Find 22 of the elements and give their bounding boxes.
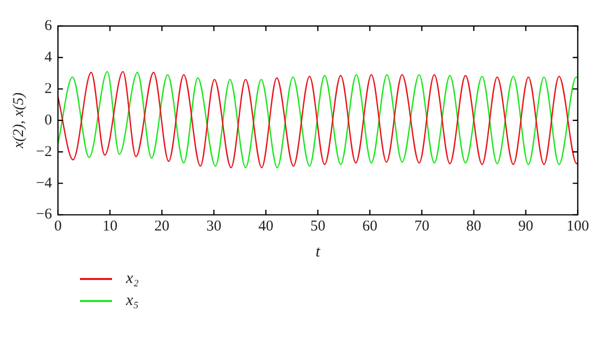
line-series <box>58 70 578 168</box>
x-tick-label: 60 <box>362 218 378 235</box>
x-tick-label: 90 <box>518 218 534 235</box>
legend-label: x₅ <box>126 292 139 310</box>
y-tick-label: 0 <box>44 112 52 128</box>
y-tick-label: 4 <box>44 49 52 66</box>
y-axis-title: x(2), x(5) <box>10 92 27 150</box>
legend-label: x₂ <box>126 270 139 288</box>
x-tick-label: 80 <box>466 218 482 235</box>
x-axis-title: t <box>316 244 321 261</box>
y-tick-label: 6 <box>44 18 52 34</box>
y-tick-label: −2 <box>36 144 52 160</box>
y-tick-label: −4 <box>36 175 52 192</box>
x-tick-label: 20 <box>154 218 170 235</box>
y-tick-label: 2 <box>44 80 52 97</box>
x-tick-label: 30 <box>206 218 222 235</box>
x-tick-label: 40 <box>258 218 274 235</box>
x-tick-label: 100 <box>566 218 589 235</box>
x-tick-label: 70 <box>414 218 430 235</box>
x-tick-label: 10 <box>102 218 118 235</box>
x-tick-label: 50 <box>310 218 326 235</box>
y-tick-label: −6 <box>36 206 52 223</box>
